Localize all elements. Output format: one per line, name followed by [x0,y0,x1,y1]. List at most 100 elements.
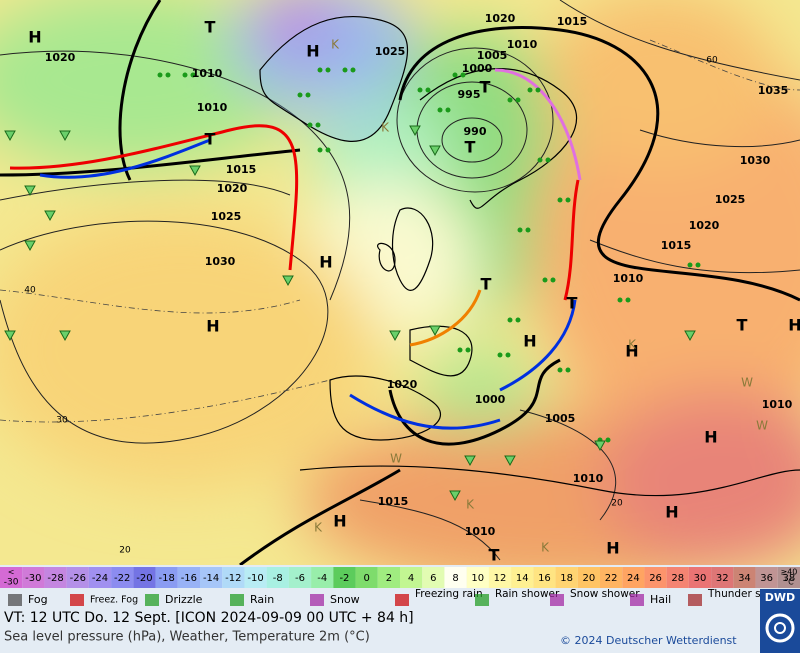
scale-high: ≥40 [780,568,797,577]
logo: DWD [765,591,795,604]
scale-cell [222,567,245,588]
scale-value: -20 [136,573,152,584]
rain-dot [157,72,163,78]
scale-cell [200,567,223,588]
pressure-center: T [205,130,216,149]
rain-dot [190,72,196,78]
rain-dot [465,347,471,353]
shower-symbol [59,330,71,342]
scale-cell [777,567,800,588]
scale-cell [400,567,423,588]
shower-symbol [684,330,696,342]
legend-icon [8,594,22,606]
map-label: 1020 [485,12,516,25]
logo-swirl [765,613,795,643]
rain-dot [695,262,701,268]
scale-value: 4 [408,573,414,584]
scale-value: 2 [386,573,392,584]
rain-dot [317,147,323,153]
pressure-center: T [737,316,748,335]
scale-value: 30 [694,573,707,584]
pressure-center: H [306,42,319,61]
scale-value: -16 [181,573,197,584]
map-label: 1020 [45,51,76,64]
map-label: K [381,121,390,135]
pressure-center: H [788,316,800,335]
scale-cell [177,567,200,588]
scale-value: -24 [92,573,108,584]
scale-value: 26 [649,573,662,584]
shower-symbol [429,325,441,337]
map-label: 1025 [715,193,746,206]
scale-cell [66,567,89,588]
map-label: 1015 [661,239,692,252]
pressure-center: H [28,28,41,47]
pressure-center: T [489,546,500,565]
scale-value: 22 [605,573,618,584]
map-label: K [331,38,340,52]
rain-dot [617,297,623,303]
map-label: 990 [464,125,487,138]
map-label: 1005 [545,412,576,425]
shower-symbol [389,330,401,342]
shower-symbol [449,490,461,502]
rain-dot [542,277,548,283]
shower-symbol [409,125,421,137]
rain-dot [687,262,693,268]
legend-label: Freez. Fog [90,595,138,606]
rain-dot [452,72,458,78]
scale-value: -26 [70,573,86,584]
rain-dot [527,87,533,93]
pressure-center: H [319,253,332,272]
rain-dot [457,347,463,353]
scale-cell [155,567,178,588]
rain-dot [507,317,513,323]
scale-cell [244,567,267,588]
legend-label: Rain [250,593,274,606]
rain-dot [557,197,563,203]
map-label: 1015 [557,15,588,28]
rain-dot [517,227,523,233]
rain-dot [165,72,171,78]
shower-symbol [44,210,56,222]
map-label: 40 [24,286,36,296]
map-label: 30 [56,416,68,426]
legend-icon [230,594,244,606]
legend-label: Hail [650,593,671,606]
map-label: 20 [119,546,131,556]
scale-value: 18 [560,573,573,584]
map-label: 1000 [475,393,506,406]
scale-cell [622,567,645,588]
scale-cell [600,567,623,588]
legend-label: Snow [330,593,360,606]
temperature-field [0,0,800,565]
pressure-center: T [481,275,492,294]
description: Sea level pressure (hPa), Weather, Tempe… [4,630,370,645]
rain-dot [315,122,321,128]
map-label: 1005 [477,49,508,62]
shower-symbol [4,130,16,142]
map-label: 1015 [226,163,257,176]
scale-cell [0,567,23,588]
fronts [9,68,582,430]
scale-value: 8 [452,573,458,584]
scale-value: 16 [538,573,551,584]
scale-value: -4 [317,573,327,584]
copyright: © 2024 Deutscher Wetterdienst [560,634,737,647]
scale-cell [555,567,578,588]
legend-label: Fog [28,593,48,606]
scale-cell [44,567,67,588]
pressure-center: H [333,512,346,531]
map-label: 1035 [758,84,789,97]
scale-value: 24 [627,573,640,584]
map-label: 995 [458,88,481,101]
legend-label: Rain shower [495,588,560,600]
scale-value: 0 [363,573,369,584]
scale-cell [755,567,778,588]
map-label: 1015 [378,495,409,508]
pressure-center: H [523,332,536,351]
scale-value: 36 [760,573,773,584]
scale-value: 6 [430,573,436,584]
